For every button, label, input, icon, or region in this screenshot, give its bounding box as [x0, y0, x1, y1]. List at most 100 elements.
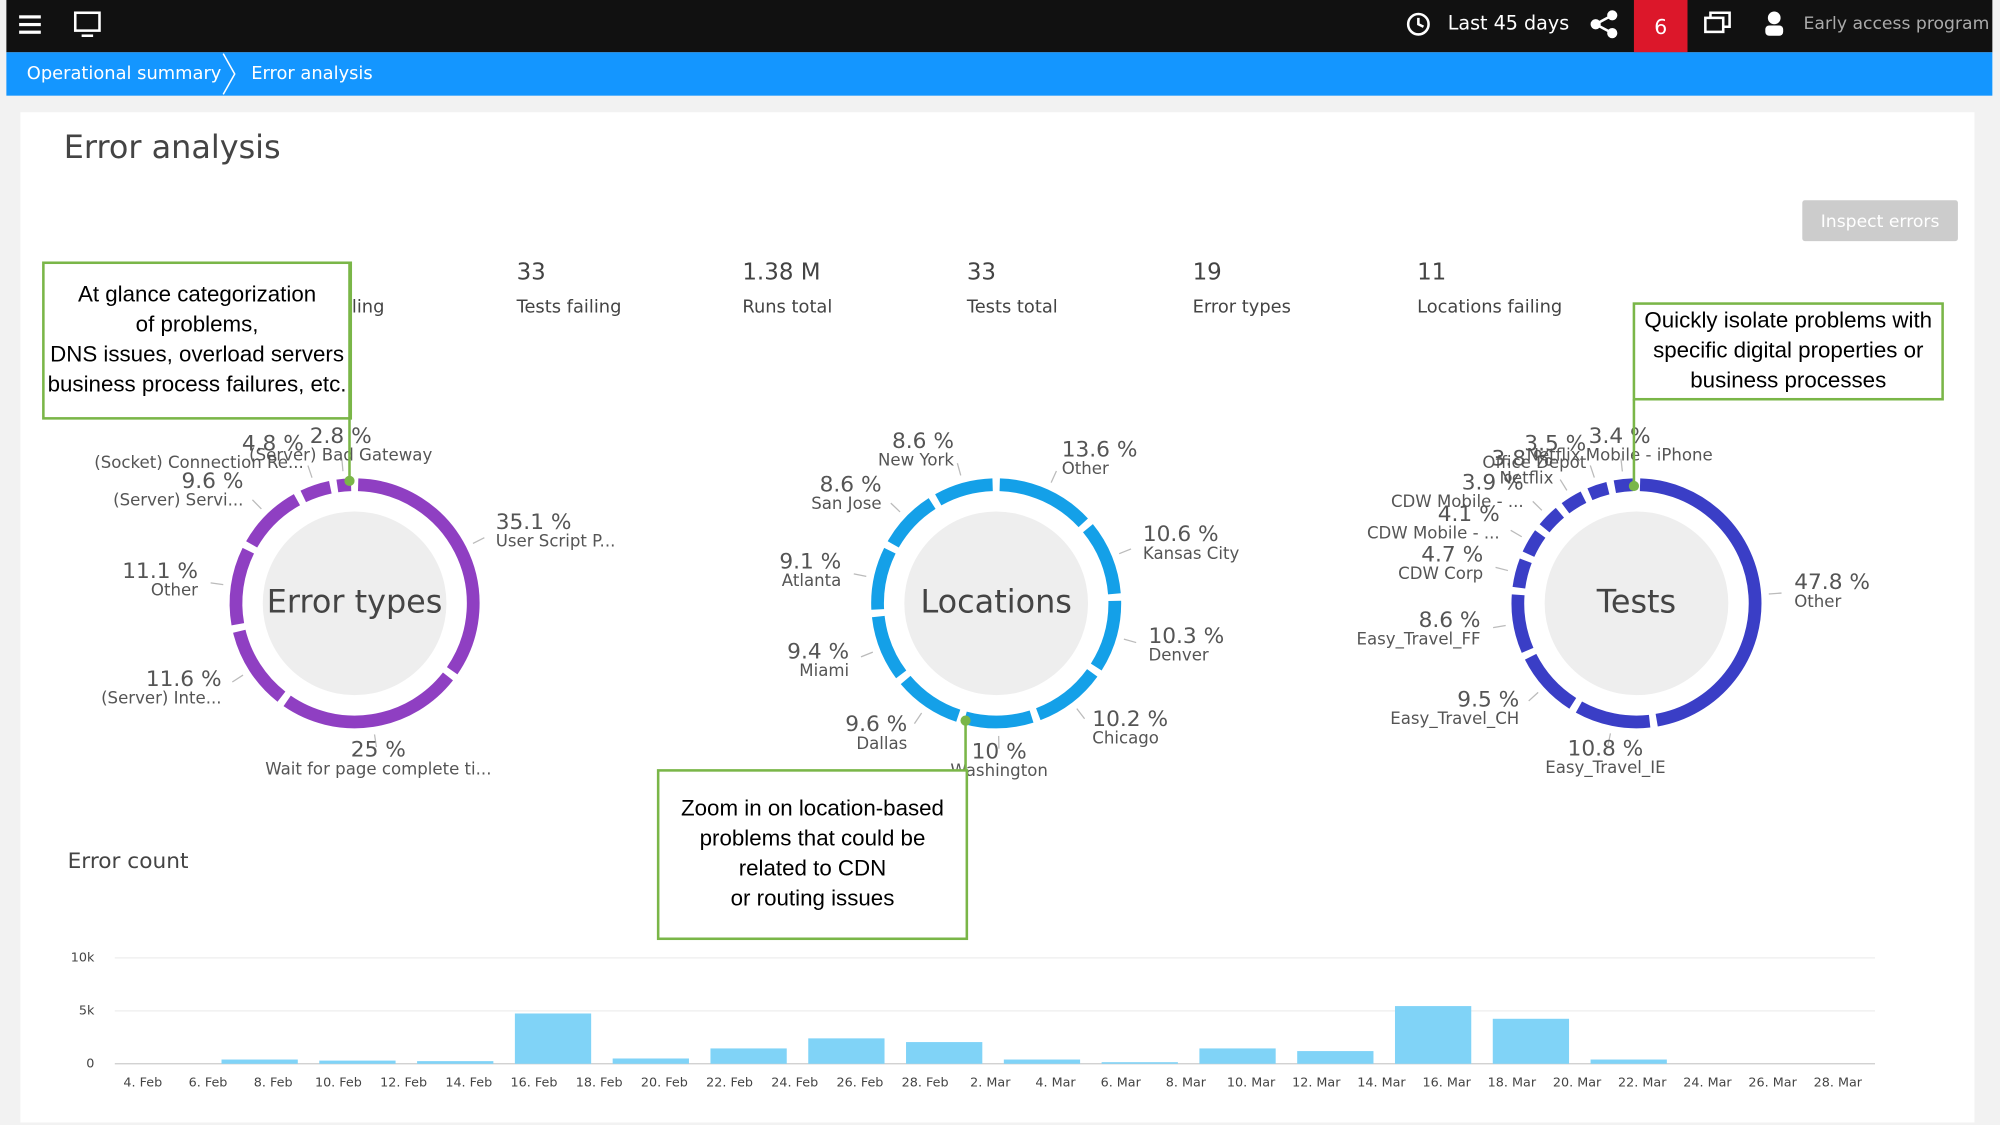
label-connector	[251, 499, 262, 510]
x-tick-label: 6. Feb	[189, 1075, 228, 1090]
label-connector	[1532, 500, 1543, 511]
callout-dot	[344, 475, 355, 486]
label-connector	[1495, 566, 1509, 572]
label-connector	[307, 465, 313, 478]
windows-icon[interactable]	[1704, 11, 1731, 34]
callout-text: business processes	[1690, 367, 1886, 392]
bar	[1297, 1051, 1374, 1064]
segment-value: 8.6 %	[892, 429, 954, 454]
bar	[319, 1060, 396, 1064]
callout-text: DNS issues, overload servers	[50, 341, 344, 366]
kpi-label: Locations failing	[1417, 296, 1562, 317]
clock-icon	[1406, 12, 1430, 36]
segment-label: (Server) Servi...	[113, 490, 243, 509]
x-tick-label: 18. Mar	[1488, 1075, 1537, 1090]
breadcrumb[interactable]: Operational summary	[27, 63, 222, 84]
bar	[1003, 1059, 1081, 1064]
label-connector	[1118, 548, 1132, 555]
callout-text: of problems,	[136, 311, 259, 336]
bar	[221, 1059, 298, 1064]
donut-segment	[1512, 558, 1532, 589]
segment-label: Chicago	[1092, 729, 1159, 748]
bar	[1101, 1062, 1178, 1064]
segment-value: 3.8 %	[1492, 447, 1554, 472]
menu-icon[interactable]	[19, 15, 41, 34]
segment-value: 25 %	[351, 738, 406, 763]
callout-text: business process failures, etc.	[48, 371, 347, 396]
segment-label: Other	[1794, 592, 1841, 611]
segment-label: CDW Mobile - ...	[1391, 492, 1524, 511]
user-icon[interactable]	[1765, 11, 1784, 36]
donut-segment	[229, 547, 255, 626]
donut-segment	[300, 480, 332, 503]
label-connector	[472, 537, 485, 545]
label-connector	[1528, 691, 1539, 702]
top-bar	[6, 0, 1993, 53]
segment-label: Easy_Travel_CH	[1390, 709, 1519, 729]
segment-label: CDW Mobile - ...	[1367, 524, 1500, 543]
inspect-button[interactable]	[1802, 200, 1958, 242]
label-connector	[1050, 470, 1058, 483]
segment-value: 9.1 %	[779, 549, 841, 574]
x-tick-label: 14. Mar	[1357, 1075, 1406, 1090]
callout-box	[42, 261, 353, 420]
chart-title: Error count	[68, 849, 189, 874]
time-range[interactable]: Last 45 days	[1448, 12, 1570, 35]
share-icon[interactable]	[1590, 10, 1618, 39]
segment-value: 2.8 %	[310, 424, 372, 449]
callout-text: related to CDN	[739, 855, 887, 880]
breadcrumb[interactable]: Error analysis	[251, 63, 372, 84]
donut-segment	[283, 672, 453, 729]
segment-label: Other	[151, 581, 198, 600]
x-tick-label: 16. Feb	[511, 1075, 558, 1090]
donut-segment	[1587, 482, 1610, 501]
donut-center	[262, 511, 447, 696]
bar	[906, 1042, 983, 1064]
callout-dot	[960, 715, 971, 726]
segment-label: User Script P...	[496, 532, 616, 551]
segment-value: 10.8 %	[1568, 736, 1644, 761]
label-connector	[913, 712, 923, 724]
donut-segment	[999, 478, 1088, 528]
segment-label: Netflix Mobile - iPhone	[1527, 446, 1713, 465]
donut-segment	[1524, 653, 1577, 709]
page-title: Error analysis	[64, 128, 281, 166]
kpi-label: iling	[347, 296, 385, 317]
label-connector	[373, 734, 378, 748]
dashboard-icon[interactable]	[73, 11, 101, 37]
kpi-label: Tests total	[966, 296, 1058, 317]
x-tick-label: 14. Feb	[445, 1075, 492, 1090]
donut-segment	[1035, 669, 1098, 721]
donut-segment	[1575, 701, 1651, 729]
breadcrumb-separator	[222, 53, 236, 95]
segment-value: 9.4 %	[787, 640, 849, 665]
segment-value: 13.6 %	[1062, 437, 1138, 462]
bar	[417, 1061, 494, 1064]
donut-title: Locations	[920, 582, 1071, 620]
segment-value: 9.5 %	[1457, 688, 1519, 713]
donut-segment	[1522, 530, 1546, 557]
bar	[1199, 1048, 1276, 1064]
kpi-value: 33	[517, 259, 546, 285]
y-tick-label: 10k	[71, 950, 95, 965]
segment-label: CDW Corp	[1398, 564, 1483, 583]
segment-value: 9.6 %	[845, 712, 907, 737]
notification-badge[interactable]	[1633, 0, 1688, 53]
label-connector	[1620, 458, 1623, 472]
donut-title: Tests	[1596, 582, 1676, 620]
label-connector	[1589, 465, 1595, 478]
segment-value: 3.5 %	[1524, 431, 1586, 456]
label-connector	[890, 502, 901, 513]
kpi-value: 1.38 M	[742, 259, 820, 285]
x-tick-label: 26. Mar	[1748, 1075, 1797, 1090]
y-tick-label: 5k	[79, 1003, 95, 1018]
kpi-label: Runs total	[742, 296, 832, 317]
kpi-value: 11	[1417, 259, 1446, 285]
donut-segment	[1539, 507, 1565, 533]
donut-segment	[246, 494, 301, 548]
segment-value: 47.8 %	[1794, 570, 1870, 595]
segment-value: 10 %	[972, 740, 1027, 765]
account[interactable]: Early access program	[1804, 14, 1990, 34]
segment-label: (Server) Inte...	[101, 689, 221, 708]
